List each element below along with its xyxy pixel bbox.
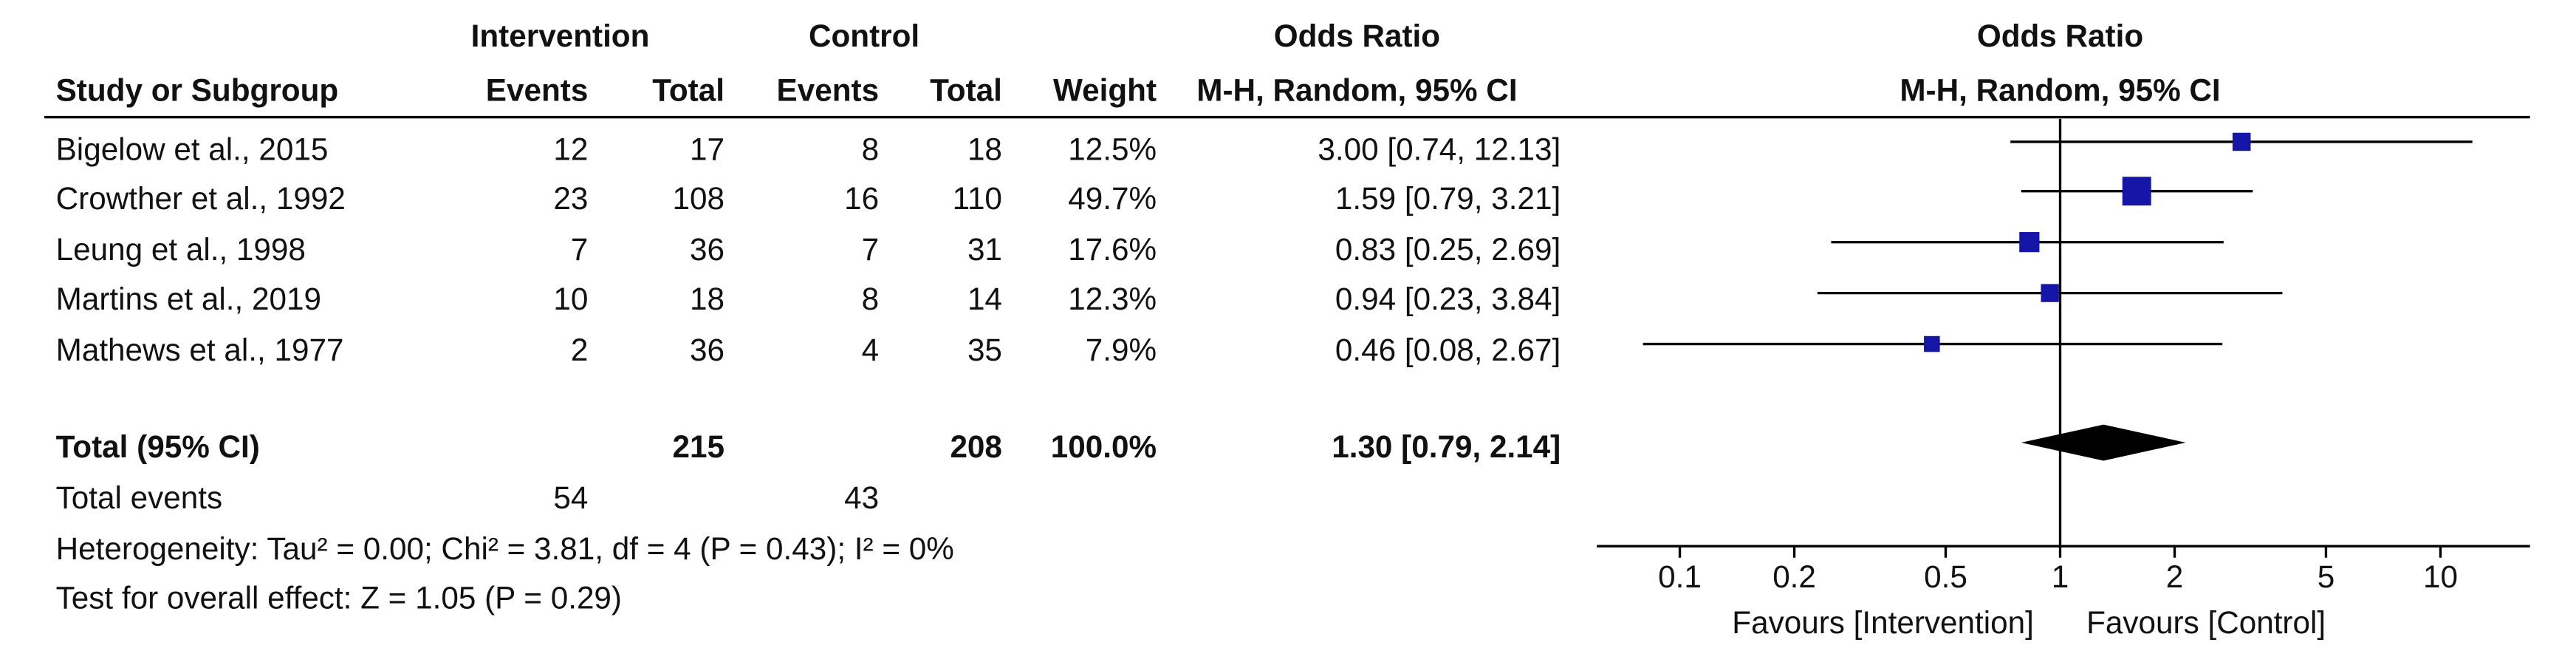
events-row: Total events 54 43 xyxy=(56,480,879,515)
x-tick-label: 0.1 xyxy=(1658,559,1702,594)
ctl-total-sum: 208 xyxy=(950,429,1002,464)
int-total: 18 xyxy=(690,282,724,316)
forest-plot: 0.1 0.2 0.5 1 2 5 10 Favours [Intervention] Favo… xyxy=(1597,118,2530,640)
study-name: Martins et al., 2019 xyxy=(56,282,321,316)
ctl-total: 110 xyxy=(953,181,1002,216)
int-events: 12 xyxy=(553,132,588,166)
pooled-diamond xyxy=(2021,424,2186,461)
study-name: Bigelow et al., 2015 xyxy=(56,132,329,166)
study-marker xyxy=(2122,177,2151,206)
ctl-total: 31 xyxy=(967,232,1002,267)
odds-ratio-ci: 0.94 [0.23, 3.84] xyxy=(1335,282,1561,316)
weight: 17.6% xyxy=(1068,232,1157,267)
ctl-events: 8 xyxy=(862,132,880,166)
pooled-ci: 1.30 [0.79, 2.14] xyxy=(1332,429,1561,464)
study-row: Mathews et al., 1977 2 36 4 35 7.9% 0.46… xyxy=(56,332,1561,367)
header-or-method-table: M-H, Random, 95% CI xyxy=(1196,72,1517,107)
study-name: Leung et al., 1998 xyxy=(56,232,306,267)
int-events: 7 xyxy=(571,232,589,267)
header-int-total: Total xyxy=(652,72,724,107)
header-study: Study or Subgroup xyxy=(56,72,339,107)
int-total: 36 xyxy=(690,332,724,367)
weight: 7.9% xyxy=(1086,332,1157,367)
study-marker xyxy=(2232,132,2251,151)
header-int-events: Events xyxy=(486,72,589,107)
int-total: 17 xyxy=(690,132,724,166)
x-tick-label: 10 xyxy=(2423,559,2458,594)
x-tick-label: 0.2 xyxy=(1772,559,1816,594)
weight: 49.7% xyxy=(1068,181,1157,216)
total-label: Total (95% CI) xyxy=(56,429,260,464)
study-marker xyxy=(2041,284,2059,302)
total-weight: 100.0% xyxy=(1051,429,1157,464)
weight: 12.3% xyxy=(1068,282,1157,316)
header-odds-ratio-table: Odds Ratio xyxy=(1274,18,1440,53)
weight: 12.5% xyxy=(1068,132,1157,166)
overall-effect-text: Test for overall effect: Z = 1.05 (P = 0… xyxy=(56,581,622,615)
int-events: 23 xyxy=(553,181,588,216)
x-tick-label: 2 xyxy=(2166,559,2184,594)
ctl-total: 14 xyxy=(967,282,1002,316)
header-weight: Weight xyxy=(1053,72,1157,107)
int-events-sum: 54 xyxy=(553,480,588,515)
study-name: Mathews et al., 1977 xyxy=(56,332,344,367)
int-events: 2 xyxy=(571,332,589,367)
int-total-sum: 215 xyxy=(672,429,724,464)
ctl-total: 35 xyxy=(967,332,1002,367)
study-row: Leung et al., 1998 7 36 7 31 17.6% 0.83 … xyxy=(56,232,1561,267)
odds-ratio-ci: 1.59 [0.79, 3.21] xyxy=(1335,181,1561,216)
int-total: 36 xyxy=(690,232,724,267)
ctl-events: 7 xyxy=(862,232,880,267)
study-row: Bigelow et al., 2015 12 17 8 18 12.5% 3.… xyxy=(56,132,1561,166)
int-total: 108 xyxy=(672,181,724,216)
study-name: Crowther et al., 1992 xyxy=(56,181,346,216)
odds-ratio-ci: 0.46 [0.08, 2.67] xyxy=(1335,332,1561,367)
x-tick-label: 0.5 xyxy=(1924,559,1967,594)
header-control: Control xyxy=(809,18,919,53)
heterogeneity-text: Heterogeneity: Tau² = 0.00; Chi² = 3.81,… xyxy=(56,531,954,566)
total-row: Total (95% CI) 215 208 100.0% 1.30 [0.79… xyxy=(56,429,1561,464)
events-label: Total events xyxy=(56,480,222,515)
header-odds-ratio-plot: Odds Ratio xyxy=(1977,18,2143,53)
study-row: Crowther et al., 1992 23 108 16 110 49.7… xyxy=(56,181,1561,216)
study-marker xyxy=(1924,335,1940,352)
ctl-events: 8 xyxy=(862,282,880,316)
ctl-events: 16 xyxy=(844,181,879,216)
int-events: 10 xyxy=(553,282,588,316)
header-ctl-events: Events xyxy=(777,72,880,107)
header-ctl-total: Total xyxy=(930,72,1002,107)
study-marker xyxy=(2019,232,2040,253)
study-row: Martins et al., 2019 10 18 8 14 12.3% 0.… xyxy=(56,282,1561,316)
header-intervention: Intervention xyxy=(471,18,650,53)
x-tick-label: 1 xyxy=(2052,559,2069,594)
header-or-method-plot: M-H, Random, 95% CI xyxy=(1900,72,2220,107)
ctl-events-sum: 43 xyxy=(844,480,879,515)
favours-intervention-label: Favours [Intervention] xyxy=(1732,605,2034,640)
odds-ratio-ci: 0.83 [0.25, 2.69] xyxy=(1335,232,1561,267)
ctl-total: 18 xyxy=(967,132,1002,166)
favours-control-label: Favours [Control] xyxy=(2086,605,2326,640)
x-tick-label: 5 xyxy=(2318,559,2335,594)
odds-ratio-ci: 3.00 [0.74, 12.13] xyxy=(1318,132,1561,166)
ctl-events: 4 xyxy=(862,332,880,367)
